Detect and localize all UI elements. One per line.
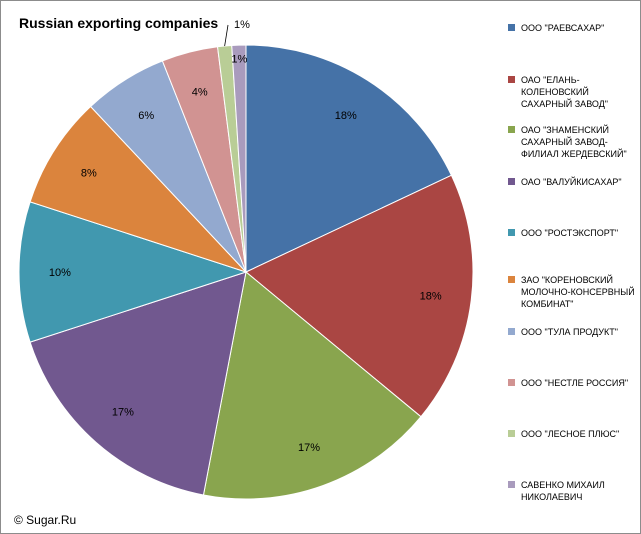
- legend-label: ЗАО "КОРЕНОВСКИЙ МОЛОЧНО-КОНСЕРВНЫЙ КОМБ…: [521, 275, 635, 309]
- legend-swatch: [508, 276, 515, 283]
- slice-data-label: 18%: [335, 110, 357, 122]
- legend-swatch: [508, 430, 515, 437]
- legend-item: ООО "РАЕВСАХАР": [508, 22, 638, 34]
- slice-data-label: 6%: [138, 110, 154, 122]
- pie-slice: [202, 271, 422, 500]
- legend-swatch: [508, 126, 515, 133]
- legend-label: ОАО "ВАЛУЙКИСАХАР": [521, 177, 622, 187]
- legend-item: ОАО "ЕЛАНЬ-КОЛЕНОВСКИЙ САХАРНЫЙ ЗАВОД": [508, 74, 638, 110]
- legend-item: ООО "РОСТЭКСПОРТ": [508, 227, 638, 239]
- legend-swatch: [508, 328, 515, 335]
- legend-item: ЗАО "КОРЕНОВСКИЙ МОЛОЧНО-КОНСЕРВНЫЙ КОМБ…: [508, 274, 638, 310]
- legend-label: ООО "ЛЕСНОЕ ПЛЮС": [521, 429, 620, 439]
- legend-item: ОАО "ВАЛУЙКИСАХАР": [508, 176, 638, 188]
- legend-swatch: [508, 178, 515, 185]
- legend-swatch: [508, 481, 515, 488]
- legend-label: ОАО "ЕЛАНЬ-КОЛЕНОВСКИЙ САХАРНЫЙ ЗАВОД": [521, 75, 608, 109]
- legend-swatch: [508, 24, 515, 31]
- pie-slice: [245, 174, 474, 418]
- legend-item: ООО "ТУЛА ПРОДУКТ": [508, 326, 638, 338]
- legend-label: ООО "РОСТЭКСПОРТ": [521, 228, 619, 238]
- legend-item: ООО "ЛЕСНОЕ ПЛЮС": [508, 428, 638, 440]
- legend-item: ООО "НЕСТЛЕ РОССИЯ": [508, 377, 638, 389]
- pie-slice: [18, 201, 248, 343]
- slice-data-label: 18%: [420, 290, 442, 302]
- legend-label: ОАО "ЗНАМЕНСКИЙ САХАРНЫЙ ЗАВОД-ФИЛИАЛ ЖЕ…: [521, 125, 627, 159]
- pie-slice: [29, 271, 247, 496]
- chart-title: Russian exporting companies: [19, 15, 219, 31]
- legend-item: ОАО "ЗНАМЕНСКИЙ САХАРНЫЙ ЗАВОД-ФИЛИАЛ ЖЕ…: [508, 124, 638, 160]
- legend-swatch: [508, 379, 515, 386]
- legend-label: ООО "ТУЛА ПРОДУКТ": [521, 327, 618, 337]
- legend-item: САВЕНКО МИХАИЛ НИКОЛАЕВИЧ: [508, 479, 638, 503]
- leader-line: [224, 24, 229, 47]
- slice-data-label: 1%: [234, 19, 250, 31]
- legend-label: ООО "РАЕВСАХАР": [521, 23, 605, 33]
- slice-data-label: 17%: [112, 407, 134, 419]
- pie-slice: [245, 44, 453, 273]
- legend-label: САВЕНКО МИХАИЛ НИКОЛАЕВИЧ: [521, 480, 605, 502]
- slice-data-label: 1%: [231, 54, 247, 66]
- legend-swatch: [508, 76, 515, 83]
- pie-slice: [29, 105, 247, 273]
- legend-label: ООО "НЕСТЛЕ РОССИЯ": [521, 378, 629, 388]
- slice-data-label: 10%: [49, 267, 71, 279]
- pie-slice: [231, 44, 247, 273]
- copyright-credit: © Sugar.Ru: [14, 513, 77, 527]
- slice-data-label: 4%: [192, 87, 208, 99]
- legend-swatch: [508, 229, 515, 236]
- slice-data-label: 8%: [81, 167, 97, 179]
- slice-data-label: 17%: [298, 442, 320, 454]
- legend: ООО "РАЕВСАХАР" ОАО "ЕЛАНЬ-КОЛЕНОВСКИЙ С…: [508, 0, 638, 534]
